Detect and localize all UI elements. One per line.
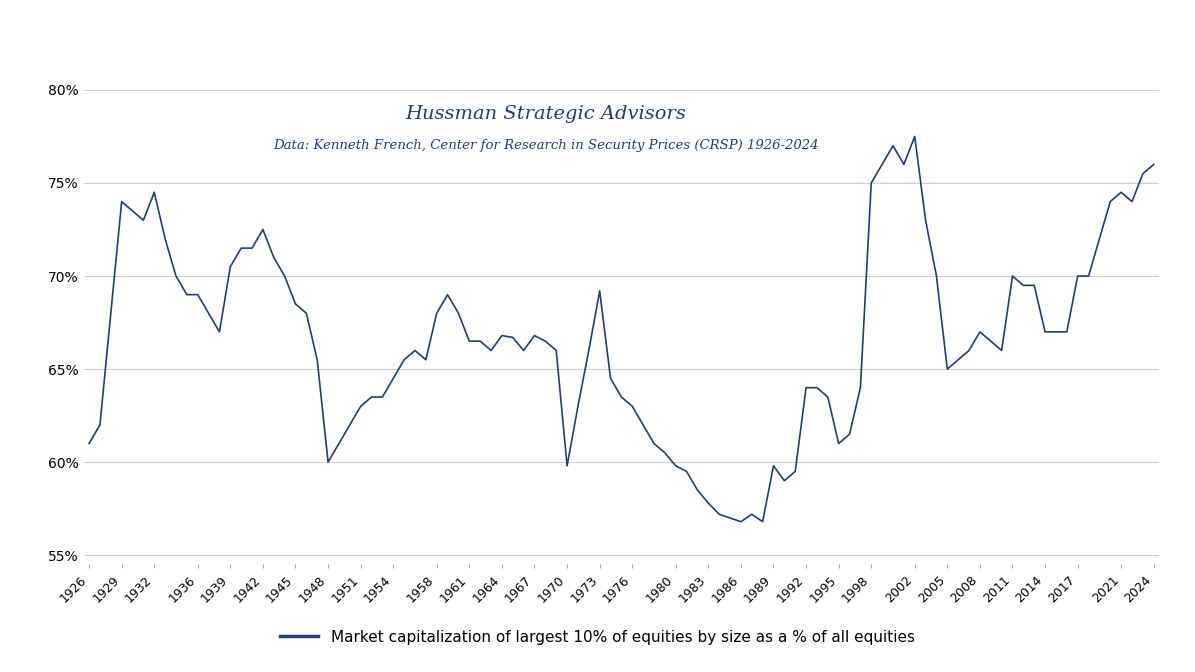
Text: Data: Kenneth French, Center for Research in Security Prices (CRSP) 1926-2024: Data: Kenneth French, Center for Researc… <box>274 138 819 152</box>
Legend: Market capitalization of largest 10% of equities by size as a % of all equities: Market capitalization of largest 10% of … <box>274 624 921 651</box>
Text: Hussman Strategic Advisors: Hussman Strategic Advisors <box>405 105 687 123</box>
